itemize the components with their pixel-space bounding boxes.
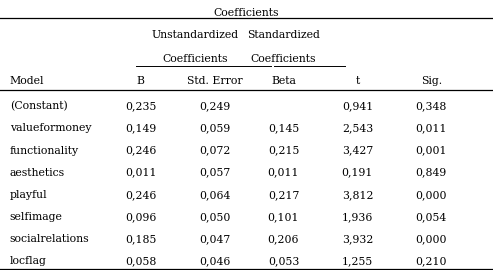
Text: 0,001: 0,001 [416,146,447,156]
Text: playful: playful [10,190,47,200]
Text: B: B [137,76,144,86]
Text: 0,050: 0,050 [199,212,230,222]
Text: 0,064: 0,064 [199,190,230,200]
Text: t: t [355,76,359,86]
Text: 0,101: 0,101 [268,212,299,222]
Text: 0,011: 0,011 [268,168,299,178]
Text: 0,191: 0,191 [342,168,373,178]
Text: 0,000: 0,000 [416,190,447,200]
Text: Beta: Beta [271,76,296,86]
Text: 3,427: 3,427 [342,146,373,156]
Text: 0,941: 0,941 [342,101,373,111]
Text: 0,053: 0,053 [268,256,299,266]
Text: Sig.: Sig. [421,76,442,86]
Text: locflag: locflag [10,256,47,266]
Text: 0,206: 0,206 [268,234,299,244]
Text: Coefficients: Coefficients [251,54,316,64]
Text: functionality: functionality [10,146,79,156]
Text: 0,047: 0,047 [199,234,230,244]
Text: 0,059: 0,059 [199,123,230,133]
Text: aesthetics: aesthetics [10,168,65,178]
Text: 0,046: 0,046 [199,256,230,266]
Text: 1,255: 1,255 [342,256,373,266]
Text: 0,011: 0,011 [416,123,447,133]
Text: 0,246: 0,246 [125,146,156,156]
Text: 0,849: 0,849 [416,168,447,178]
Text: valueformoney: valueformoney [10,123,91,133]
Text: (Constant): (Constant) [10,101,68,112]
Text: 0,246: 0,246 [125,190,156,200]
Text: 0,215: 0,215 [268,146,299,156]
Text: 0,149: 0,149 [125,123,156,133]
Text: 0,058: 0,058 [125,256,156,266]
Text: Coefficients: Coefficients [214,8,279,18]
Text: 0,348: 0,348 [416,101,447,111]
Text: Coefficients: Coefficients [162,54,227,64]
Text: 0,072: 0,072 [199,146,230,156]
Text: 0,011: 0,011 [125,168,156,178]
Text: 2,543: 2,543 [342,123,373,133]
Text: 1,936: 1,936 [342,212,373,222]
Text: socialrelations: socialrelations [10,234,90,244]
Text: 0,096: 0,096 [125,212,156,222]
Text: 0,000: 0,000 [416,234,447,244]
Text: 0,057: 0,057 [199,168,230,178]
Text: 3,812: 3,812 [342,190,373,200]
Text: Std. Error: Std. Error [187,76,242,86]
Text: 3,932: 3,932 [342,234,373,244]
Text: 0,210: 0,210 [416,256,447,266]
Text: 0,185: 0,185 [125,234,156,244]
Text: 0,054: 0,054 [416,212,447,222]
Text: 0,217: 0,217 [268,190,299,200]
Text: Unstandardized: Unstandardized [151,30,238,40]
Text: Model: Model [10,76,44,86]
Text: Standardized: Standardized [247,30,320,40]
Text: 0,249: 0,249 [199,101,230,111]
Text: 0,145: 0,145 [268,123,299,133]
Text: 0,235: 0,235 [125,101,156,111]
Text: selfimage: selfimage [10,212,63,222]
